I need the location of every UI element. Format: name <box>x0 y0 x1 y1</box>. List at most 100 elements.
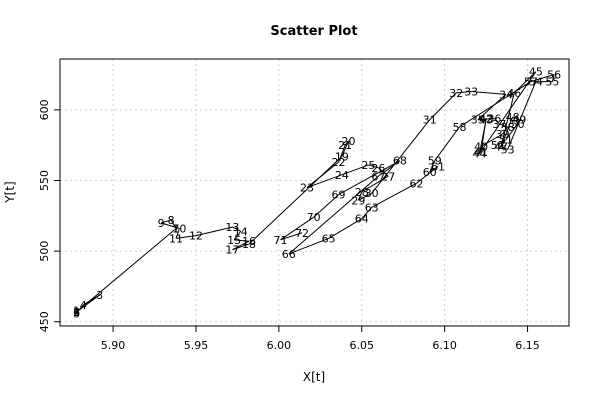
connecting-segment <box>471 90 507 95</box>
point-label-35: 35 <box>471 114 485 127</box>
connecting-segment <box>480 133 503 148</box>
connecting-segment <box>494 118 500 125</box>
point-label-5: 5 <box>73 307 80 320</box>
connecting-segment <box>234 239 250 242</box>
point-label-54: 54 <box>529 76 543 89</box>
point-label-31: 31 <box>423 114 437 127</box>
point-label-15: 15 <box>227 234 241 247</box>
connecting-segment <box>280 216 314 241</box>
connecting-segment <box>479 71 537 154</box>
connecting-segment <box>341 140 349 157</box>
point-label-3: 3 <box>96 289 103 302</box>
connecting-segment <box>232 226 241 232</box>
point-label-25: 25 <box>361 159 375 172</box>
connecting-segment <box>160 222 180 230</box>
connecting-segment <box>378 160 401 177</box>
connecting-segment <box>288 237 329 255</box>
connecting-segment <box>456 90 472 94</box>
connecting-segment <box>338 160 401 196</box>
y-tick-label: 450 <box>38 311 51 332</box>
connecting-segment <box>306 174 343 189</box>
connecting-segment <box>175 235 197 239</box>
point-label-55: 55 <box>545 76 559 89</box>
point-label-50: 50 <box>511 118 525 131</box>
point-label-28: 28 <box>355 186 369 199</box>
x-tick-label: 6.15 <box>515 339 540 352</box>
point-label-11: 11 <box>169 232 183 245</box>
y-tick-label: 550 <box>38 170 51 191</box>
x-tick-label: 5.95 <box>184 339 209 352</box>
point-label-47: 47 <box>494 141 508 154</box>
connecting-segment <box>328 218 363 239</box>
plot-frame <box>59 58 570 327</box>
point-label-60: 60 <box>423 166 437 179</box>
point-label-17: 17 <box>225 244 239 257</box>
point-label-52: 52 <box>491 139 505 152</box>
x-tick-label: 5.90 <box>101 339 126 352</box>
connecting-segment <box>76 228 177 313</box>
point-label-65: 65 <box>322 232 336 245</box>
connecting-segment <box>459 81 532 128</box>
x-tick-label: 6.05 <box>350 339 375 352</box>
point-label-33: 33 <box>464 85 478 98</box>
point-label-21: 21 <box>338 139 352 152</box>
point-label-59: 59 <box>428 155 442 168</box>
connecting-segment <box>306 161 339 188</box>
point-label-42: 42 <box>479 112 493 125</box>
point-label-37: 37 <box>492 118 506 131</box>
point-label-45: 45 <box>529 66 543 79</box>
point-label-34: 34 <box>499 88 513 101</box>
connecting-lines <box>76 71 555 314</box>
connecting-segment <box>434 126 460 162</box>
point-label-69: 69 <box>332 189 346 202</box>
connecting-segment <box>288 175 379 255</box>
connecting-segment <box>161 219 172 224</box>
connecting-segment <box>175 228 180 239</box>
chart-title: Scatter Plot <box>270 24 357 39</box>
connecting-segment <box>358 192 372 201</box>
connecting-segment <box>357 191 363 201</box>
point-label-68: 68 <box>393 155 407 168</box>
point-label-10: 10 <box>172 223 186 236</box>
point-label-19: 19 <box>335 150 349 163</box>
connecting-segment <box>429 160 436 173</box>
point-label-2: 2 <box>73 306 80 319</box>
point-label-56: 56 <box>547 69 561 82</box>
point-label-57: 57 <box>524 76 538 89</box>
point-label-4: 4 <box>80 299 87 312</box>
point-label-41: 41 <box>474 146 488 159</box>
connecting-segment <box>416 165 439 184</box>
point-label-61: 61 <box>431 160 445 173</box>
point-label-32: 32 <box>449 87 463 100</box>
connecting-segment <box>280 232 303 241</box>
connecting-segment <box>341 164 369 176</box>
point-label-46: 46 <box>507 87 521 100</box>
point-label-12: 12 <box>189 230 203 243</box>
point-label-39: 39 <box>496 128 510 141</box>
point-label-9: 9 <box>158 217 165 230</box>
connecting-segment <box>512 116 520 121</box>
connecting-segment <box>551 74 555 82</box>
point-label-22: 22 <box>332 156 346 169</box>
connecting-segment <box>429 92 457 121</box>
point-label-63: 63 <box>365 201 379 214</box>
connecting-segment <box>361 207 373 219</box>
connecting-segment <box>478 119 487 154</box>
point-label-24: 24 <box>335 169 349 182</box>
connecting-segment <box>195 226 233 237</box>
point-label-67: 67 <box>371 170 385 183</box>
x-axis-label: X[t] <box>303 370 325 384</box>
connecting-segment <box>368 164 379 169</box>
point-label-40: 40 <box>474 141 488 154</box>
point-label-62: 62 <box>409 177 423 190</box>
connecting-segment <box>500 92 515 147</box>
point-label-49: 49 <box>512 114 526 127</box>
point-label-53: 53 <box>501 143 515 156</box>
connecting-segment <box>505 123 519 140</box>
grid-layer <box>60 59 569 326</box>
connecting-segment <box>232 243 250 251</box>
connecting-segment <box>313 194 339 218</box>
point-label-51: 51 <box>499 134 513 147</box>
point-label-6: 6 <box>73 306 80 319</box>
